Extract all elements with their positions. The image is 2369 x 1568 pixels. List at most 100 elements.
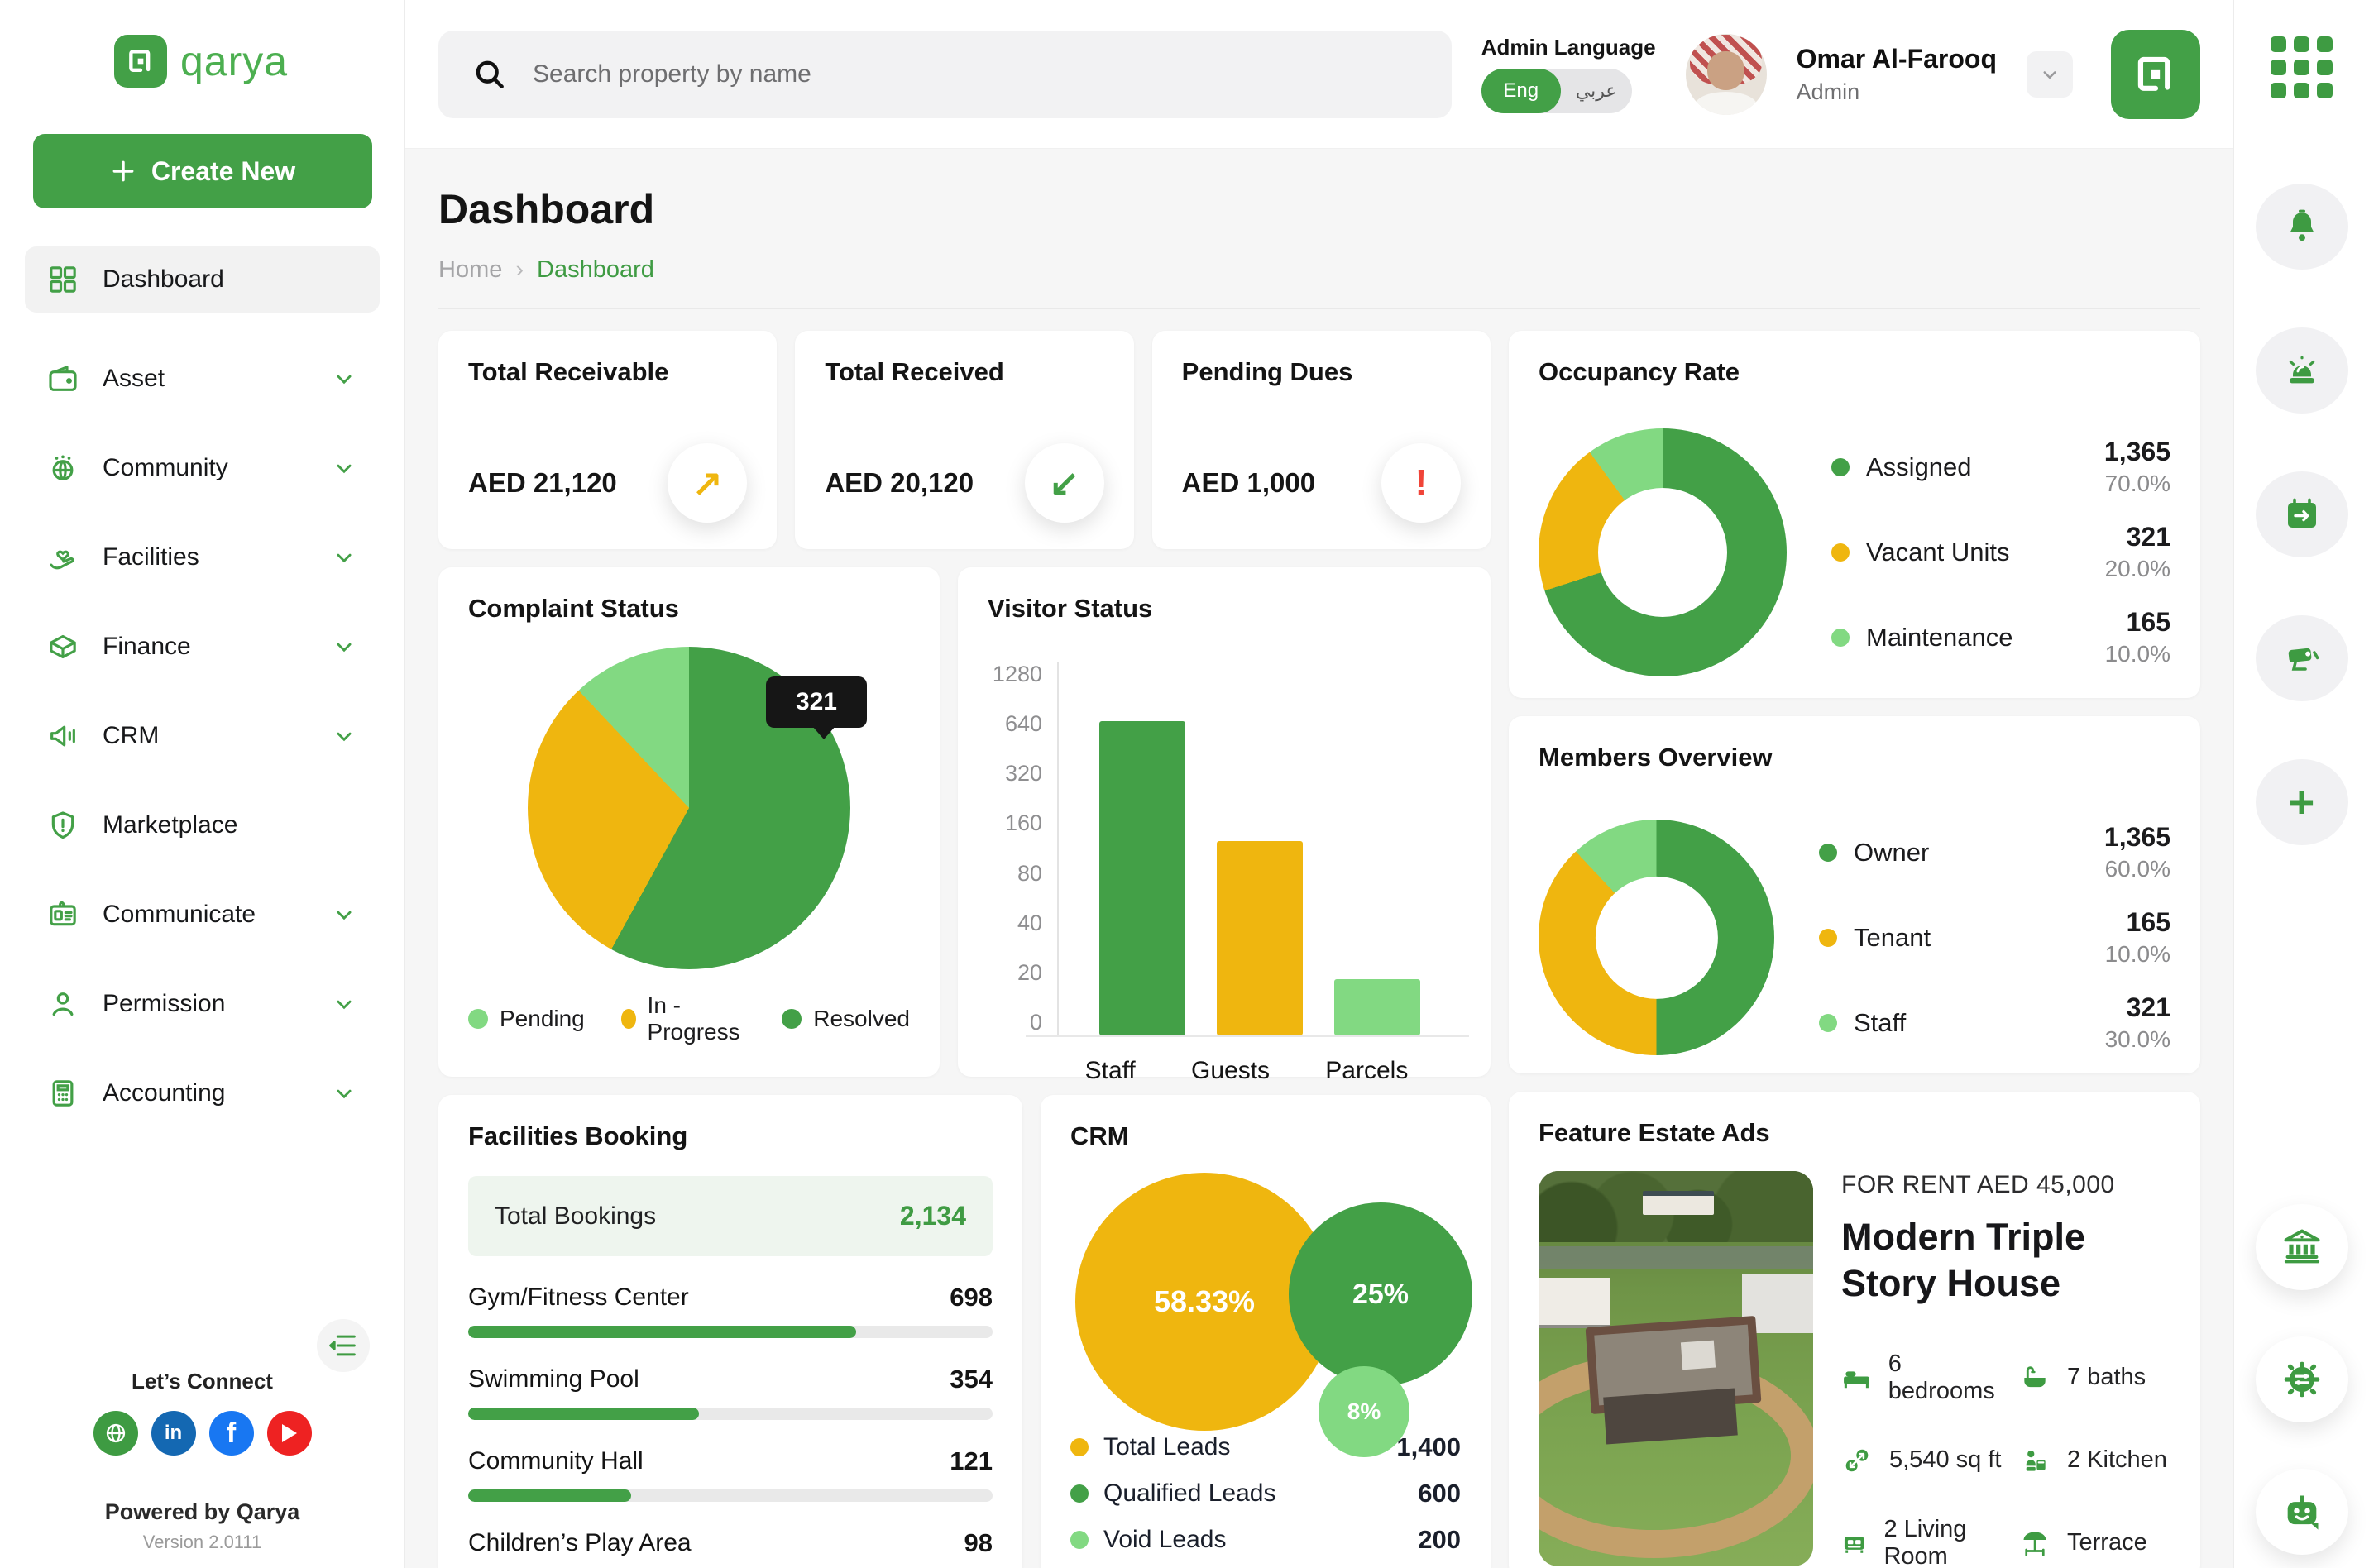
search-input[interactable]	[533, 60, 1419, 88]
robot-chat-icon	[2287, 1495, 2318, 1530]
qarya-app-tile[interactable]	[2111, 29, 2200, 119]
legend-item: Owner 1,365 60.0%	[1819, 822, 2170, 882]
user-info: Omar Al-Farooq Admin	[1797, 44, 1997, 105]
legend-item: Maintenance 165 10.0%	[1831, 607, 2170, 667]
siren-icon	[2289, 356, 2314, 384]
schedule-button[interactable]	[2255, 471, 2348, 557]
language-option-arabic[interactable]: عربي	[1575, 80, 1617, 101]
chevron-down-icon	[337, 1089, 352, 1099]
sidebar-item-marketplace[interactable]: Marketplace	[25, 792, 380, 858]
bed-icon	[1844, 1370, 1869, 1388]
user-menu-button[interactable]	[2027, 50, 2073, 98]
members-legend: Owner 1,365 60.0% Tenant 165 10.0% Staff 3…	[1819, 797, 2170, 1078]
sidebar-menu: Dashboard Asset Community Facilities Fin…	[25, 246, 380, 1126]
stat-value: AED 21,120	[468, 467, 617, 498]
sidebar-item-crm[interactable]: CRM	[25, 703, 380, 769]
plus-icon: +	[2288, 777, 2315, 827]
crm-card: CRM 58.33% 25% 8% Total Leads 1,400 Quali…	[1041, 1095, 1491, 1568]
members-overview-card: Members Overview Owner 1,365 60.0% Tenant…	[1509, 716, 2200, 1073]
facebook-icon[interactable]: f	[208, 1411, 254, 1456]
lets-connect-label: Let’s Connect	[132, 1369, 273, 1394]
chevron-down-icon	[337, 553, 352, 563]
sidebar-item-permission[interactable]: Permission	[25, 971, 380, 1037]
facility-row: Children’s Play Area 98	[468, 1528, 993, 1557]
qarya-logo-icon	[2137, 56, 2170, 91]
crm-bubble-chart: 58.33% 25% 8%	[1070, 1166, 1472, 1457]
language-toggle[interactable]: Eng عربي	[1481, 69, 1632, 113]
apps-grid-icon[interactable]	[2270, 36, 2333, 98]
feature-area: 5,540 sq ft	[1841, 1445, 2011, 1476]
shield-icon	[51, 811, 74, 839]
search-bar	[438, 30, 1452, 118]
sidebar-item-accounting[interactable]: Accounting	[25, 1060, 380, 1126]
complaint-status-card: Complaint Status 321 Pending In - Progre…	[438, 567, 940, 1077]
surveillance-camera-icon	[2288, 648, 2319, 671]
feature-living-room: 2 Living Room	[1841, 1516, 2011, 1568]
visitor-status-card: Visitor Status 1280 640 320 160 80 40 20 0	[958, 567, 1491, 1084]
linkedin-icon[interactable]: in	[151, 1411, 196, 1456]
legend-item: Assigned 1,365 70.0%	[1831, 437, 2170, 497]
user-role: Admin	[1796, 79, 1860, 104]
topbar: Admin Language Eng عربي Omar Al-Farooq A…	[405, 0, 2233, 149]
complaint-legend: Pending In - Progress Resolved	[468, 992, 910, 1050]
breadcrumb-home[interactable]: Home	[438, 256, 503, 283]
version-label: Version 2.0111	[142, 1532, 262, 1552]
surveillance-button[interactable]	[2255, 615, 2348, 701]
add-button[interactable]: +	[2255, 759, 2348, 845]
chatbot-button[interactable]	[2255, 1469, 2348, 1555]
occupancy-legend: Assigned 1,365 70.0% Vacant Units 321 20.0…	[1831, 412, 2170, 692]
alerts-button[interactable]	[2255, 327, 2348, 414]
bath-icon	[2024, 1365, 2046, 1387]
legend-item: Qualified Leads 600	[1070, 1479, 1461, 1508]
sidebar-item-asset[interactable]: Asset	[25, 346, 380, 412]
qarya-logo-icon	[114, 35, 167, 88]
chevron-down-icon	[337, 375, 352, 385]
sidebar-item-dashboard[interactable]: Dashboard	[25, 246, 380, 313]
website-icon[interactable]	[93, 1411, 138, 1456]
estate-photo[interactable]	[1539, 1171, 1813, 1566]
stat-value: AED 20,120	[825, 467, 974, 498]
bank-icon	[2284, 1229, 2319, 1264]
bank-button[interactable]	[2255, 1204, 2348, 1290]
megaphone-icon	[50, 725, 75, 747]
y-axis: 1280 640 320 160 80 40 20 0	[992, 662, 1042, 1035]
main-content: Dashboard Home › Dashboard Total Receiva…	[405, 149, 2233, 1568]
breadcrumb-current: Dashboard	[537, 256, 654, 283]
sidebar-item-community[interactable]: Community	[25, 435, 380, 501]
facility-row: Community Hall 121	[468, 1446, 993, 1502]
finance-box-icon	[50, 634, 76, 659]
members-donut	[1539, 820, 1774, 1055]
progress-bar	[468, 1326, 857, 1338]
chevron-down-icon	[337, 643, 352, 653]
stat-card-total-receivable: Total Receivable AED 21,120 ↗	[438, 331, 778, 549]
sidebar-item-communicate[interactable]: Communicate	[25, 882, 380, 948]
create-new-button[interactable]: Create New	[33, 134, 372, 208]
sidebar-collapse-button[interactable]	[317, 1319, 370, 1372]
terrace-umbrella-icon	[2023, 1532, 2046, 1556]
sidebar-item-finance[interactable]: Finance	[25, 614, 380, 680]
user-avatar[interactable]	[1685, 33, 1767, 115]
notifications-button[interactable]	[2255, 184, 2348, 270]
feature-baths: 7 baths	[2019, 1350, 2189, 1405]
legend-item: Void Leads 200	[1070, 1525, 1461, 1555]
sofa-icon	[1844, 1536, 1864, 1553]
feature-terrace: Terrace	[2019, 1516, 2189, 1568]
legend-item: Pending	[468, 992, 585, 1045]
facility-row: Swimming Pool 354	[468, 1365, 993, 1420]
feature-kitchen: 2 Kitchen	[2019, 1445, 2189, 1476]
language-option-eng[interactable]: Eng	[1481, 69, 1561, 113]
settings-button[interactable]	[2255, 1336, 2348, 1422]
youtube-icon[interactable]	[266, 1411, 312, 1456]
sidebar-item-facilities[interactable]: Facilities	[25, 524, 380, 590]
occupancy-rate-card: Occupancy Rate Assigned 1,365 70.0% Vacan…	[1509, 331, 2200, 698]
collapse-sidebar-icon	[329, 1335, 356, 1356]
stat-card-pending-dues: Pending Dues AED 1,000 !	[1151, 331, 1491, 549]
legend-item: In - Progress	[620, 992, 746, 1045]
hand-heart-icon	[50, 550, 74, 570]
feature-estate-ads-card: Feature Estate Ads FOR RENT AED 45,000 M…	[1509, 1092, 2200, 1568]
id-card-icon	[50, 901, 76, 926]
facility-row: Gym/Fitness Center 698	[468, 1283, 993, 1338]
legend-item: Total Leads 1,400	[1070, 1432, 1461, 1462]
x-axis-labels: Staff Guests Parcels	[1084, 1057, 1409, 1084]
crm-legend: Total Leads 1,400 Qualified Leads 600 Void…	[1070, 1416, 1461, 1555]
